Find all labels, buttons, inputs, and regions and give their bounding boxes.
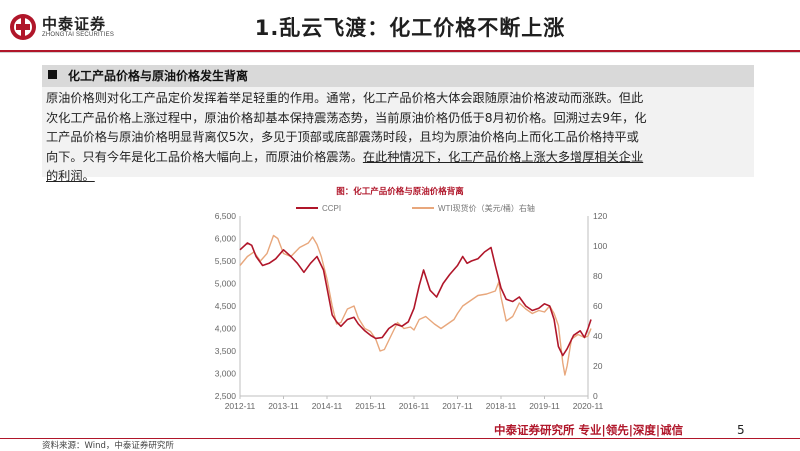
page-number: 5 (737, 423, 745, 437)
body-line-text: 向下。只有今年是化工品价格大幅向上，而原油价格震荡。 (46, 149, 363, 164)
y-left-ticks: 2,500 3,000 3,500 4,000 4,500 5,000 5,500 6,000… (215, 211, 237, 401)
y-right-tick-label: 0 (593, 391, 598, 401)
footer-divider (0, 438, 800, 439)
logo-text-en: ZHONGTAI SECURITIES (42, 32, 115, 38)
y-left-tick-label: 3,000 (215, 369, 237, 379)
body-underlined-text-end: 的利润。 (46, 169, 95, 183)
page-title: 1.乱云飞渡：化工价格不断上涨 (254, 16, 566, 40)
section-title: 化工产品价格与原油价格发生背离 (68, 69, 249, 83)
body-line: 向下。只有今年是化工品价格大幅向上，而原油价格震荡。在此种情况下，化工产品价格上… (46, 148, 752, 168)
company-logo: 中泰证券 ZHONGTAI SECURITIES (8, 10, 138, 46)
y-left-tick-label: 2,500 (215, 391, 237, 401)
y-right-tick-label: 40 (593, 331, 603, 341)
legend-label: CCPI (322, 204, 341, 213)
section-header-bar (42, 65, 754, 87)
logo-text-cn: 中泰证券 (42, 15, 107, 33)
chart-title: 图：化工产品价格与原油价格背离 (336, 187, 464, 197)
section-body-box (42, 87, 754, 177)
x-tick-label: 2017-11 (442, 401, 473, 411)
logo-mark-icon (10, 14, 36, 40)
x-tick-label: 2013-11 (268, 401, 299, 411)
body-underlined-text: 在此种情况下，化工产品价格上涨大多增厚相关企业 (362, 149, 644, 164)
ccpi-series-line (239, 242, 592, 357)
body-line: 次化工产品价格上涨过程中，原油价格却基本保持震荡态势，当前原油价格仍低于8月初价… (46, 110, 647, 125)
x-tick-label: 2016-11 (399, 401, 430, 411)
y-right-tick-label: 20 (593, 361, 603, 371)
wti-series-line (239, 234, 592, 376)
header-divider (0, 50, 800, 52)
x-tick-label: 2014-11 (312, 401, 343, 411)
y-left-tick-label: 3,500 (215, 346, 237, 356)
y-left-tick-label: 6,000 (215, 234, 237, 244)
x-tick-label: 2012-11 (225, 401, 256, 411)
body-line: 原油价格则对化工产品定价发挥着举足轻重的作用。通常，化工产品价格大体会跟随原油价… (46, 91, 644, 105)
price-divergence-chart: 2,500 3,000 3,500 4,000 4,500 5,000 5,500 6,000… (215, 203, 608, 411)
x-tick-label: 2019-11 (529, 401, 560, 411)
square-bullet-icon (48, 70, 57, 79)
y-left-tick-label: 5,500 (215, 256, 237, 266)
y-right-tick-label: 60 (593, 301, 603, 311)
legend-label: WTI现货价（美元/桶）右轴 (438, 203, 535, 213)
x-ticks: 2012-11 2013-11 2014-11 2015-11 2016-11 2017-… (225, 396, 604, 411)
footer-brand: 中泰证券研究所 专业|领先|深度|诚信 (494, 423, 684, 437)
x-tick-label: 2018-11 (486, 401, 517, 411)
y-left-tick-label: 5,000 (215, 279, 237, 289)
x-tick-label: 2015-11 (355, 401, 386, 411)
y-right-ticks: 0 20 40 60 80 100 120 (593, 211, 607, 401)
body-line: 工产品价格与原油价格明显背离仅5次，多见于顶部或底部震荡时段，且均为原油价格向上… (46, 130, 639, 144)
y-left-tick-label: 4,500 (215, 301, 237, 311)
source-note: 资料来源：Wind，中泰证券研究所 (42, 441, 174, 451)
header-divider-shadow (0, 52, 800, 53)
y-right-tick-label: 80 (593, 271, 603, 281)
x-tick-label: 2020-11 (573, 401, 604, 411)
y-right-tick-label: 120 (593, 211, 607, 221)
y-left-tick-label: 4,000 (215, 324, 237, 334)
y-left-tick-label: 6,500 (215, 211, 237, 221)
chart-legend: CCPI WTI现货价（美元/桶）右轴 (296, 203, 535, 213)
series-lines (239, 234, 592, 376)
section-body-text: 原油价格则对化工产品定价发挥着举足轻重的作用。通常，化工产品价格大体会跟随原油价… (46, 89, 752, 187)
y-right-tick-label: 100 (593, 241, 607, 251)
